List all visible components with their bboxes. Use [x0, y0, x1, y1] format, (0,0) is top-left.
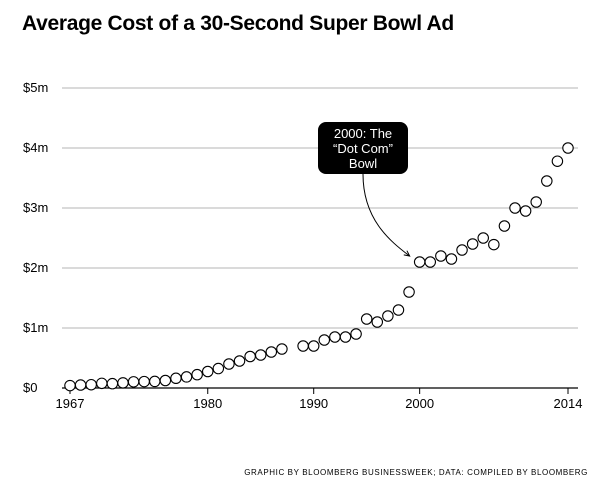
- data-point: [64, 379, 76, 392]
- chart-title: Average Cost of a 30-Second Super Bowl A…: [22, 12, 454, 35]
- data-point: [424, 256, 437, 268]
- data-point: [392, 304, 405, 316]
- data-point: [435, 250, 447, 262]
- y-tick-label: $2m: [23, 260, 48, 275]
- data-point: [541, 175, 553, 187]
- data-point: [233, 355, 246, 367]
- data-point: [519, 205, 532, 217]
- y-tick-label: $5m: [23, 80, 48, 95]
- data-point: [74, 379, 87, 391]
- data-point: [339, 331, 352, 343]
- data-point: [276, 343, 288, 355]
- x-tick-label: 2000: [405, 396, 434, 411]
- data-point: [551, 155, 564, 167]
- data-point: [498, 220, 511, 232]
- data-point: [562, 142, 574, 154]
- data-point: [180, 371, 193, 383]
- callout-text: 2000: The: [334, 126, 392, 141]
- data-point: [456, 244, 468, 256]
- data-point: [488, 238, 500, 251]
- data-point: [297, 340, 309, 352]
- data-point: [403, 286, 415, 298]
- callout-arrow-line: [362, 173, 410, 257]
- data-point: [413, 256, 426, 268]
- y-tick-label: $1m: [23, 320, 48, 335]
- data-point: [329, 331, 341, 343]
- data-point: [477, 232, 489, 244]
- y-tick-label: $3m: [23, 200, 48, 215]
- callout-text: “Dot Com”: [333, 141, 393, 156]
- x-tick-label: 2014: [554, 396, 583, 411]
- data-point: [170, 372, 182, 385]
- data-point: [318, 334, 331, 346]
- data-point: [265, 346, 278, 358]
- data-point: [85, 378, 97, 391]
- y-tick-label: $0: [23, 380, 37, 395]
- callout-box: [318, 122, 408, 174]
- x-axis-ticks: 1967 1980 1990 2000 2014: [56, 388, 583, 411]
- data-point: [244, 350, 256, 363]
- data-point: [201, 365, 214, 378]
- data-point: [307, 340, 320, 352]
- data-point: [223, 358, 235, 370]
- data-point: [149, 375, 161, 388]
- data-point: [466, 238, 479, 250]
- x-tick-label: 1990: [299, 396, 328, 411]
- data-point: [138, 375, 150, 388]
- data-point: [96, 377, 108, 390]
- data-point: [191, 368, 203, 381]
- data-point: [212, 362, 225, 375]
- data-point: [106, 377, 119, 390]
- data-point: [117, 377, 129, 389]
- callout-text: Bowl: [349, 156, 377, 171]
- y-axis-ticks: $0 $1m $2m $3m $4m $5m: [23, 80, 48, 395]
- callout-arrowhead: [403, 250, 411, 257]
- x-tick-label: 1980: [193, 396, 222, 411]
- y-tick-label: $4m: [23, 140, 48, 155]
- annotation-callout: 2000: The“Dot Com”Bowl: [318, 122, 411, 257]
- data-point: [382, 310, 394, 322]
- source-credit: GRAPHIC BY BLOOMBERG BUSINESSWEEK; DATA:…: [244, 468, 588, 477]
- x-tick-label: 1967: [56, 396, 85, 411]
- data-point: [159, 374, 172, 387]
- data-point: [350, 328, 362, 340]
- data-point: [360, 313, 373, 325]
- data-point: [371, 316, 384, 328]
- data-point: [530, 196, 542, 208]
- data-point: [254, 349, 267, 361]
- data-point: [445, 253, 458, 265]
- data-point: [509, 202, 521, 214]
- data-point: [127, 376, 140, 388]
- data-points: [64, 142, 574, 392]
